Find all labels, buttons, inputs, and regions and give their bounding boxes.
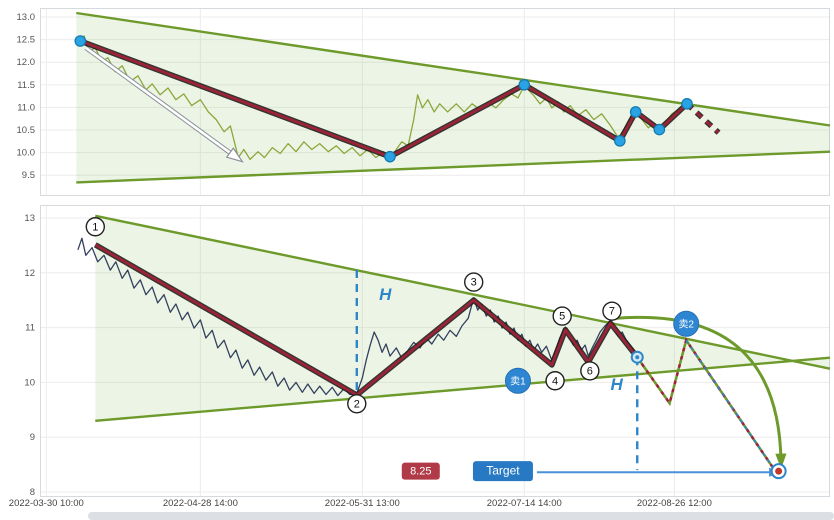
target-point-dot [775,467,783,475]
down-arrow [85,46,238,159]
wave-number-7: 7 [609,306,615,318]
target-button[interactable] [472,461,533,482]
y-tick-label: 9.5 [22,170,35,181]
x-axis-label: 2022-07-14 14:00 [486,498,562,509]
sell2-to-target-dashed [685,339,780,477]
triangle-fill [76,13,831,183]
x-axis-label: 2022-08-26 12:00 [636,498,712,509]
pivot-dot[interactable] [681,98,693,110]
upper-trendline [95,214,831,370]
pivot-dot[interactable] [629,106,642,118]
target-price-chip-label: 8.25 [410,466,431,478]
height-label: H [379,285,392,304]
wave-number-circle-6 [580,361,600,381]
pivot-dot[interactable] [653,123,666,136]
forecast-dotted-olive [635,337,781,478]
down-arrowhead [225,147,244,163]
y-tick-label: 10.0 [17,148,36,159]
x-axis-label: 2022-03-30 10:00 [8,498,84,509]
wave-number-4: 4 [552,375,558,387]
wave-number-6: 6 [587,365,593,377]
y-tick-label: 10 [24,377,35,388]
lower-trendline [76,150,831,184]
y-tick-label: 8 [30,487,35,497]
wave-number-3: 3 [471,277,477,289]
wave-number-1: 1 [92,221,98,233]
target-button-label: Target [486,464,520,478]
lower-trendline [95,356,831,422]
target-price-chip [401,462,440,480]
projection-curve-arrowhead [775,453,787,469]
y-tick-label: 11.0 [17,102,35,113]
zigzag-line [94,243,639,397]
pivot-dot[interactable] [518,79,531,91]
y-tick-label: 12.5 [17,35,36,46]
upper-trendline [76,11,831,127]
wave-number-circle-3 [464,272,484,292]
x-axis-label: 2022-04-28 14:00 [162,498,238,509]
pivot-dot[interactable] [614,135,626,147]
x-axis: 2022-03-30 10:00 2022-04-28 14:00 2022-05-… [0,498,834,511]
wave-number-5: 5 [559,311,565,323]
wave-number-circle-1 [85,217,106,237]
breakout-marker-dot [635,355,640,360]
y-tick-label: 11.5 [17,80,35,91]
price-line [77,35,691,161]
wave-number-circle-2 [347,394,367,414]
wave-number-circle-4 [545,371,565,391]
pivot-dot[interactable] [74,35,87,47]
y-tick-label: 13 [24,213,35,224]
x-axis-label: 2022-05-31 13:00 [324,498,400,509]
wave-number-circle-5 [552,306,572,326]
sell-signal-label-1: 卖1 [510,375,526,387]
y-tick-label: 12 [24,268,35,279]
sell-signal-marker-2[interactable] [673,310,700,337]
y-tick-label: 13.0 [17,12,36,23]
wave-number-2: 2 [354,398,360,410]
y-tick-label: 11 [25,323,35,334]
sell-signal-marker-1[interactable] [504,367,531,394]
overview-chart[interactable]: 9.5 10.0 10.5 11.0 11.5 12.0 12.5 13.0 [0,8,834,196]
y-tick-label: 10.5 [17,125,36,136]
projection-curve-arrow [615,315,783,464]
height-label: H [611,375,624,394]
sell-signal-label-2: 卖2 [678,318,694,330]
scrollbar-track[interactable] [88,512,834,520]
y-tick-label: 12.0 [17,57,36,68]
plot-area-border [40,205,830,497]
wave-number-circle-7 [602,301,622,321]
y-tick-label: 9 [30,432,35,443]
pivot-dot[interactable] [384,150,396,163]
